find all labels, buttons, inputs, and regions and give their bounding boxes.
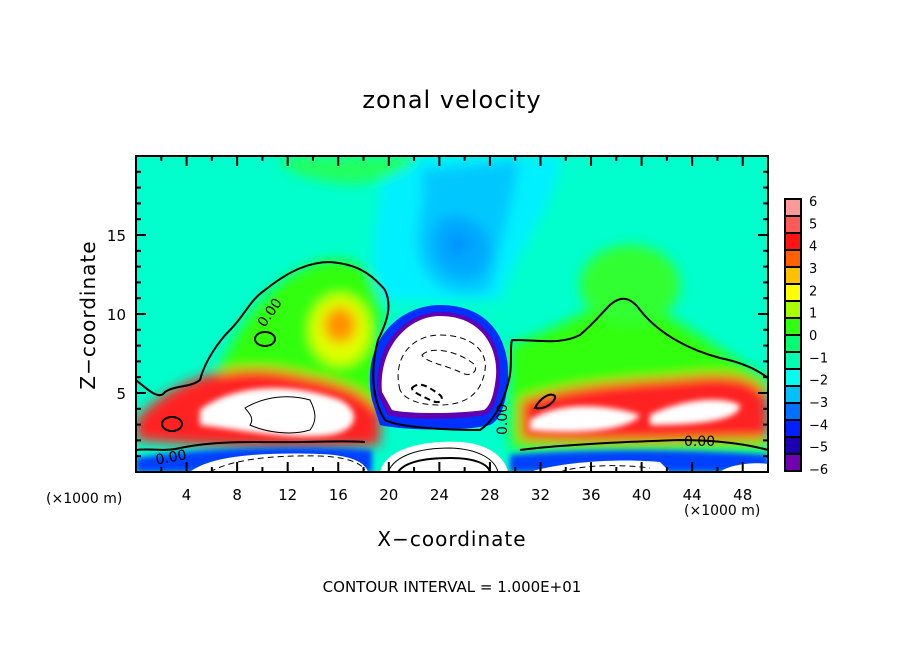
x-tick-label: 36 bbox=[581, 486, 600, 504]
colorbar-band bbox=[784, 198, 802, 217]
field-white-left bbox=[200, 388, 354, 437]
colorbar-band bbox=[784, 385, 802, 404]
x-tick-label: 4 bbox=[182, 486, 192, 504]
colorbar-band bbox=[784, 351, 802, 370]
colorbar-tick-label: 1 bbox=[809, 307, 817, 322]
colorbar-band bbox=[784, 419, 802, 438]
contour-negative-core bbox=[410, 383, 443, 404]
contour-negative-inner bbox=[421, 349, 477, 375]
colorbar-tick-label: 6 bbox=[809, 195, 817, 210]
contour-zero-left bbox=[136, 260, 768, 432]
x-tick-label: 32 bbox=[531, 486, 550, 504]
contour-surface-solid-2 bbox=[397, 456, 491, 472]
x-tick-label: 48 bbox=[733, 486, 752, 504]
y-tick-label: 15 bbox=[107, 227, 126, 245]
field-white-right-b bbox=[650, 399, 740, 425]
field-white-right-a bbox=[530, 406, 640, 432]
contour-label-right: 0.00 bbox=[684, 434, 715, 450]
colorbar: 6 5 4 3 2 1 0 −1 −2 −3 −4 −5 −6 bbox=[784, 195, 828, 478]
colorbar-tick-label: 5 bbox=[809, 217, 817, 232]
colorbar-band bbox=[784, 436, 802, 455]
x-tick-label: 8 bbox=[232, 486, 242, 504]
colorbar-tick-label: 2 bbox=[809, 284, 817, 299]
field-white-surface-far bbox=[720, 463, 768, 472]
contour-surface-solid-1 bbox=[387, 447, 499, 472]
colorbar-tick-label: 0 bbox=[809, 329, 817, 344]
x-tick-label: 24 bbox=[430, 486, 449, 504]
contour-label-lower-left: 0.00 bbox=[154, 447, 187, 468]
colorbar-band bbox=[784, 266, 802, 285]
colorbar-band bbox=[784, 283, 802, 302]
chart-title: zonal velocity bbox=[362, 86, 542, 114]
x-axis-ticks: 4 8 12 16 20 24 28 32 36 40 44 48 bbox=[160, 156, 752, 504]
y-axis-label: Z−coordinate bbox=[76, 240, 100, 390]
contour-labels: 0.00 0.00 0.00 0.00 bbox=[154, 296, 715, 469]
colorbar-band bbox=[784, 453, 802, 472]
contour-interval-footer: CONTOUR INTERVAL = 1.000E+01 bbox=[322, 578, 582, 596]
z-unit-label: (×1000 m) bbox=[684, 503, 761, 519]
colorbar-band bbox=[784, 232, 802, 251]
colorbar-band bbox=[784, 402, 802, 421]
field-white-surface-center bbox=[380, 441, 508, 472]
x-tick-label: 44 bbox=[683, 486, 702, 504]
x-tick-label: 12 bbox=[278, 486, 297, 504]
colorbar-tick-label: −3 bbox=[809, 396, 828, 411]
y-tick-label: 5 bbox=[116, 385, 126, 403]
contour-negative-outer bbox=[397, 334, 486, 406]
colorbar-band bbox=[784, 317, 802, 336]
colorbar-band bbox=[784, 215, 802, 234]
contour-zero-right-island bbox=[533, 393, 557, 410]
contour-lines bbox=[136, 260, 768, 472]
contour-zero-blue-island bbox=[161, 416, 183, 432]
field-white-surface-left bbox=[190, 453, 368, 472]
colorbar-tick-label: 4 bbox=[809, 240, 817, 255]
colorbar-band bbox=[784, 334, 802, 353]
y-tick-label: 10 bbox=[107, 306, 126, 324]
colorbar-frame bbox=[784, 198, 802, 472]
field-green-top bbox=[280, 156, 420, 184]
x-tick-label: 16 bbox=[329, 486, 348, 504]
contour-zero-lower-left bbox=[136, 440, 366, 451]
colorbar-tick-label: −2 bbox=[809, 374, 828, 389]
colorbar-tick-label: −4 bbox=[809, 418, 828, 433]
contour-zero-lower-right bbox=[519, 438, 768, 451]
y-axis-ticks: 5 10 15 bbox=[107, 170, 768, 458]
x-unit-label: (×1000 m) bbox=[46, 491, 123, 507]
colorbar-band bbox=[784, 368, 802, 387]
colorbar-tick-label: −5 bbox=[809, 441, 828, 456]
x-tick-label: 40 bbox=[632, 486, 651, 504]
colorbar-tick-label: −1 bbox=[809, 351, 828, 366]
contour-label-center: 0.00 bbox=[495, 404, 511, 435]
x-axis-label: X−coordinate bbox=[377, 527, 527, 551]
field-upper-min bbox=[448, 234, 468, 254]
colorbar-tick-label: −6 bbox=[809, 463, 828, 478]
x-tick-label: 28 bbox=[480, 486, 499, 504]
colorbar-band bbox=[784, 300, 802, 319]
field-orange bbox=[324, 307, 356, 343]
velocity-field: 0.00 0.00 0.00 0.00 bbox=[136, 156, 768, 472]
contour-positive-left bbox=[244, 396, 316, 434]
field-green-top-right bbox=[580, 245, 680, 325]
colorbar-tick-label: 3 bbox=[809, 262, 817, 277]
colorbar-band bbox=[784, 249, 802, 268]
contour-surface-dashed bbox=[209, 455, 366, 472]
x-tick-label: 20 bbox=[379, 486, 398, 504]
contour-zero-island bbox=[254, 331, 276, 347]
